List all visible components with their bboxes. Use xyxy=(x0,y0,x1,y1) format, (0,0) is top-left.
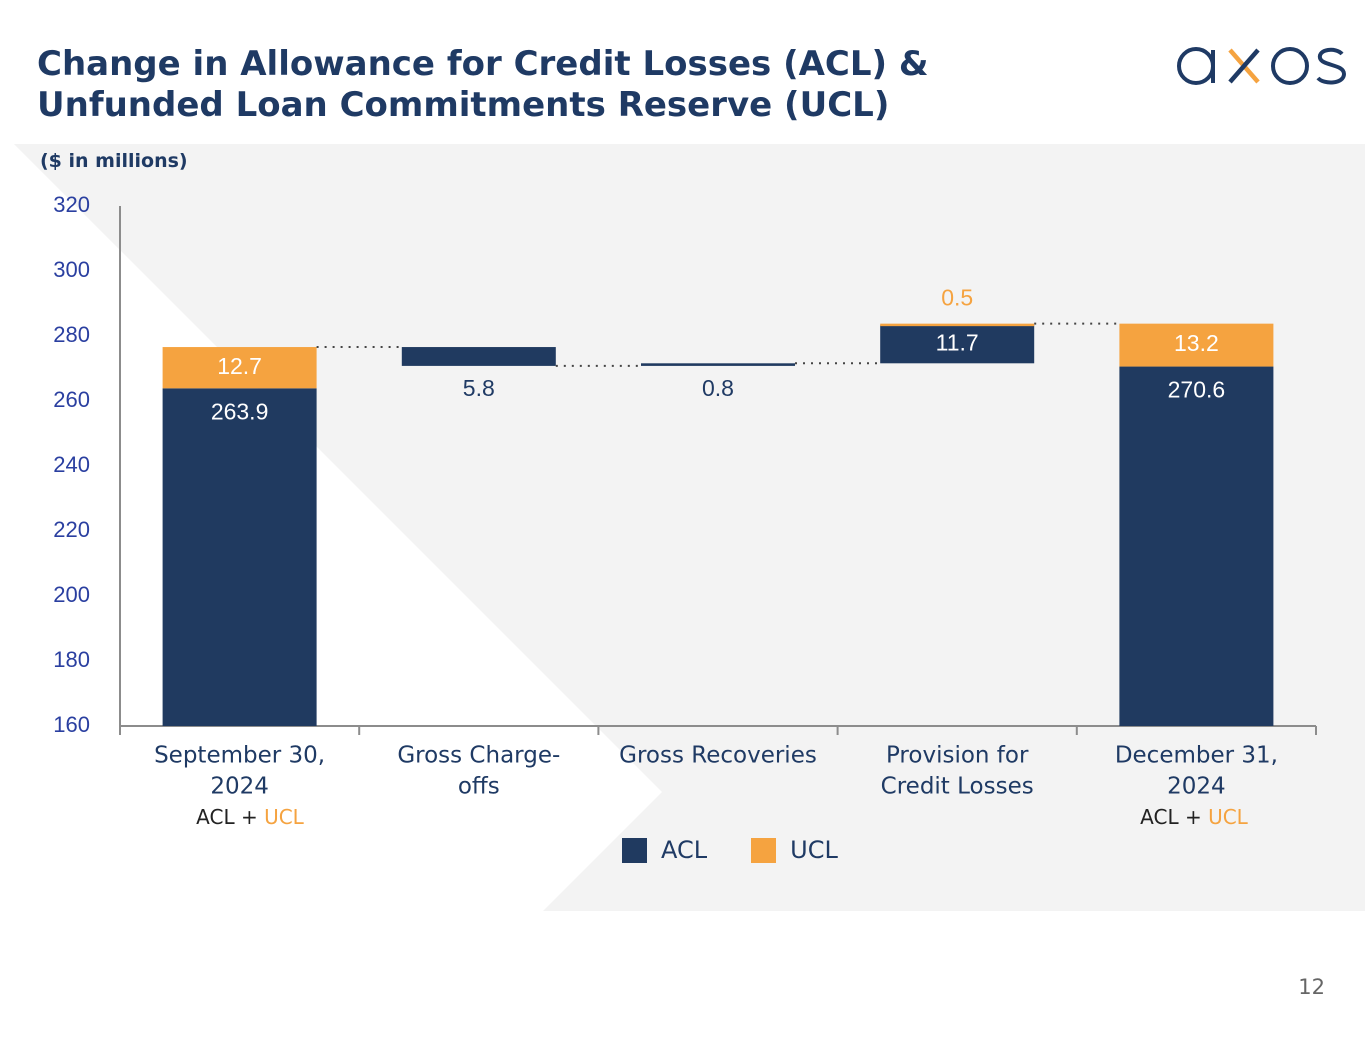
legend-item-ucl: UCL xyxy=(751,836,838,864)
legend-label-acl: ACL xyxy=(661,836,708,864)
bar-ucl xyxy=(162,347,317,389)
data-label-acl: 270.6 xyxy=(1168,377,1226,403)
y-tick-label: 160 xyxy=(53,712,90,737)
legend-swatch-acl xyxy=(622,837,647,863)
data-label-acl: 263.9 xyxy=(211,398,269,424)
x-category-label: Gross Charge- xyxy=(397,743,560,769)
y-tick-label: 320 xyxy=(53,192,90,217)
data-label-acl: 5.8 xyxy=(463,375,495,401)
september-composition-label: ACL + UCL xyxy=(140,805,360,829)
y-tick-label: 260 xyxy=(53,387,90,412)
data-label-ucl: 13.2 xyxy=(1174,330,1219,356)
x-category-label: Credit Losses xyxy=(881,774,1034,800)
bar-acl xyxy=(1119,366,1274,726)
background-panel-top-strip xyxy=(14,144,120,250)
data-label-acl: 11.7 xyxy=(936,329,979,355)
axos-logo xyxy=(1177,47,1347,85)
page-title: Change in Allowance for Credit Losses (A… xyxy=(37,44,929,126)
bar-acl-delta xyxy=(641,363,795,366)
x-category-label: Provision for xyxy=(886,743,1029,769)
sub-ucl-left: UCL xyxy=(264,805,304,829)
x-category-label: December 31, xyxy=(1115,743,1278,769)
y-tick-label: 240 xyxy=(53,452,90,477)
bar-ucl xyxy=(1119,323,1274,367)
title-line-1: Change in Allowance for Credit Losses (A… xyxy=(37,44,929,84)
data-label-ucl: 12.7 xyxy=(217,353,262,379)
x-category-label: Gross Recoveries xyxy=(619,743,817,769)
legend-swatch-ucl xyxy=(751,837,777,863)
sub-acl-left: ACL xyxy=(196,805,235,829)
sub-ucl-right: UCL xyxy=(1208,805,1248,829)
chart-legend: ACL UCL xyxy=(622,836,882,864)
legend-label-ucl: UCL xyxy=(790,836,838,864)
x-category-label: 2024 xyxy=(1167,774,1226,800)
sub-acl-right: ACL xyxy=(1140,805,1179,829)
x-category-label: 2024 xyxy=(210,774,269,800)
y-tick-label: 220 xyxy=(53,517,90,542)
sub-plus-right: + xyxy=(1178,805,1209,829)
page-number: 12 xyxy=(1298,975,1325,999)
x-category-label: September 30, xyxy=(154,743,325,769)
bar-acl-delta xyxy=(880,325,1035,364)
data-label-ucl: 0.5 xyxy=(941,285,973,311)
bar-acl-delta xyxy=(401,347,556,366)
x-category-label: offs xyxy=(458,774,500,800)
y-tick-label: 180 xyxy=(53,647,90,672)
title-line-2: Unfunded Loan Commitments Reserve (UCL) xyxy=(37,85,890,125)
legend-item-acl: ACL xyxy=(622,836,707,864)
bar-ucl-delta xyxy=(880,323,1035,327)
y-tick-label: 300 xyxy=(53,257,90,282)
y-tick-label: 200 xyxy=(53,582,90,607)
y-tick-label: 280 xyxy=(53,322,90,347)
units-label: ($ in millions) xyxy=(40,150,188,172)
sub-plus-left: + xyxy=(234,805,265,829)
data-label-acl: 0.8 xyxy=(702,375,734,401)
december-composition-label: ACL + UCL xyxy=(1084,805,1304,829)
bar-acl xyxy=(162,388,317,726)
